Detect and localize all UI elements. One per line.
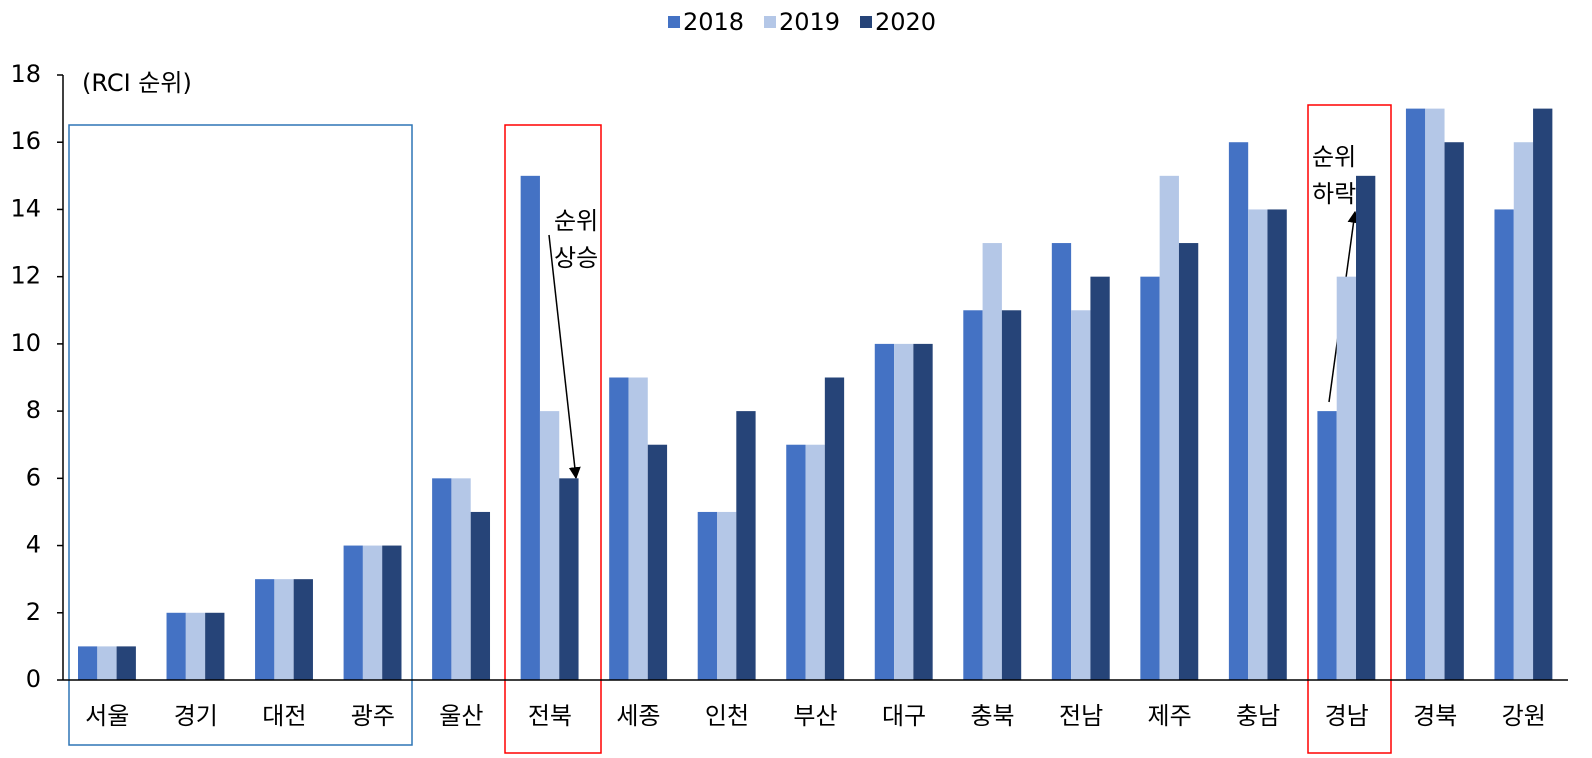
y-tick-label: 16 [10,127,41,155]
bar [717,511,737,680]
bar [1140,276,1160,680]
y-tick-label: 0 [26,665,41,693]
bar [432,478,452,680]
legend-label: 2019 [779,8,840,36]
bar [1001,310,1022,680]
bar [1494,209,1514,680]
y-tick-label: 4 [26,531,41,559]
x-tick-label: 인천 [705,702,749,730]
annotation: 상승 [554,244,598,272]
bar [205,612,225,680]
bar [874,343,895,680]
bar [116,646,136,680]
bar [913,343,933,680]
bar [1090,276,1110,680]
bar [166,612,186,680]
bar [1228,142,1249,680]
bar [1248,209,1268,680]
bar [1336,276,1357,680]
y-tick-label: 2 [26,598,41,626]
y-tick-label: 8 [26,396,41,424]
annotation: 하락 [1312,180,1356,208]
bar [559,478,579,680]
y-tick-label: 12 [10,262,41,290]
bar [382,545,402,680]
bar [78,646,98,680]
annotation: 순위 [1312,143,1356,171]
annotation: 순위 [554,207,598,235]
y-tick-label: 18 [10,60,41,88]
bar [963,310,983,680]
bar [451,478,471,680]
bar [1267,209,1287,680]
bar [1071,310,1091,680]
highlight-box [504,124,602,754]
x-tick-label: 충남 [1236,702,1280,730]
bar [736,411,756,680]
x-tick-label: 울산 [439,702,483,730]
highlight-box [68,124,413,746]
bar [647,444,668,680]
x-tick-label: 전남 [1059,702,1103,730]
x-tick-label: 대전 [262,702,306,730]
bar [609,377,629,680]
legend-swatch [668,16,680,28]
bar [805,444,825,680]
bar [1513,142,1534,680]
bar [1051,243,1072,681]
x-tick-label: 제주 [1148,702,1192,730]
x-tick-label: 경기 [174,702,218,730]
bar [1405,108,1426,681]
bar [628,377,648,680]
bar [185,612,206,680]
x-tick-label: 서울 [85,702,129,730]
y-tick-label: 14 [10,194,41,222]
bar [1425,108,1445,681]
x-tick-label: 강원 [1502,702,1546,730]
legend-swatch [860,16,872,28]
legend-label: 2018 [683,8,744,36]
x-tick-label: 충북 [970,702,1014,730]
bar [1317,411,1337,680]
x-tick-label: 경남 [1325,702,1369,730]
bar [539,411,560,680]
bar [824,377,845,680]
bar [1444,142,1464,680]
bar [343,545,363,680]
y-tick-label: 6 [26,463,41,491]
highlight-box [1307,104,1392,754]
bar [982,243,1002,681]
bar [1159,175,1179,681]
bar [255,579,275,680]
x-tick-label: 전북 [528,702,572,730]
bar [470,511,491,680]
y-axis-label: (RCI 순위) [82,69,192,97]
bar [97,646,117,680]
x-tick-label: 경북 [1413,702,1457,730]
bar [1356,175,1376,681]
bar [293,579,313,680]
bar [520,175,540,681]
x-tick-label: 대구 [882,702,926,730]
legend-label: 2020 [875,8,936,36]
bar [697,511,718,680]
y-tick-label: 10 [10,329,41,357]
x-tick-label: 광주 [351,702,395,730]
bar [1533,108,1553,681]
bar [786,444,806,680]
bar [1178,243,1199,681]
legend-swatch [764,16,776,28]
arrow [548,234,581,480]
bar [894,343,914,680]
bar [362,545,383,680]
bar [274,579,294,680]
x-tick-label: 부산 [793,702,837,730]
x-tick-label: 세종 [616,702,660,730]
